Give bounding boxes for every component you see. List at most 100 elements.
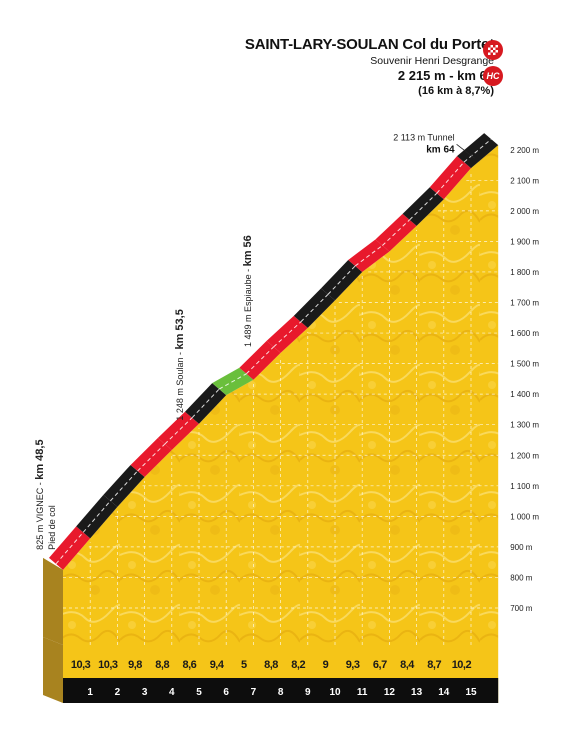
km-marker-label: 1 [87, 687, 93, 698]
y-tick-label: 1 000 m [510, 512, 539, 521]
annotation-sub: Pied de col [47, 505, 57, 550]
road-segment [239, 340, 281, 380]
km-marker-label: 2 [115, 687, 121, 698]
summit-title: SAINT-LARY-SOULAN Col du Portet [244, 36, 494, 53]
km-marker-label: 6 [223, 687, 229, 698]
segment-gradient-label: 10,3 [71, 659, 91, 671]
y-tick-label: 2 200 m [510, 146, 539, 155]
km-marker-label: 10 [329, 687, 341, 698]
annotation-label: 2 113 m Tunnel [393, 132, 454, 142]
annotation-km: km 53,5 [174, 309, 186, 349]
base-side-front [43, 670, 63, 695]
road-center-line [463, 138, 492, 163]
road-segment [266, 315, 308, 353]
segment-gradient-label: 9 [323, 659, 329, 671]
summit-souvenir: Souvenir Henri Desgrange [370, 55, 494, 67]
segment-gradient-label: 8,6 [183, 659, 197, 671]
y-tick-label: 700 m [510, 604, 533, 613]
y-tick-label: 1 800 m [510, 268, 539, 277]
segment-gradient-label: 8,2 [291, 659, 305, 671]
y-tick-label: 1 700 m [510, 299, 539, 308]
road-segment [402, 187, 444, 226]
y-tick-label: 1 300 m [510, 421, 539, 430]
y-tick-label: 2 100 m [510, 176, 539, 185]
km-marker-label: 14 [438, 687, 450, 698]
road-segment [103, 464, 145, 507]
km-marker-label: 3 [142, 687, 148, 698]
km-markers: 1 2 3 4 5 6 7 8 9 10 11 12 13 14 15 [87, 687, 477, 698]
km-marker-label: 8 [278, 687, 284, 698]
annotation-km: km 48,5 [34, 439, 46, 479]
annotation-text: 825 m VIGNEC - [35, 480, 45, 550]
summit-altitude: 2 215 m - km 65 [397, 68, 494, 83]
km-marker-label: 4 [169, 687, 175, 698]
road-line [49, 133, 499, 570]
annotation-km: km 56 [242, 235, 254, 266]
segment-gradient-label: 9,8 [128, 659, 142, 671]
gradient-labels: 10,3 10,3 9,8 8,8 8,6 9,4 5 8,8 8,2 9 9,3 6,7 8,4 8,7… [71, 659, 472, 671]
profile-base [43, 557, 499, 703]
segment-gradient-label: 8,8 [264, 659, 278, 671]
hors-categorie-icon: HC [483, 66, 503, 86]
segment-gradient-label: 6,7 [373, 659, 387, 671]
segment-gradient-label: 10,2 [452, 659, 472, 671]
base-front [63, 678, 499, 703]
segment-gradient-label: 8,4 [400, 659, 415, 671]
segment-gradient-label: 8,8 [155, 659, 169, 671]
y-tick-label: 800 m [510, 573, 533, 582]
annotation-label: 1 248 m Soulan - km 53,5 [174, 309, 186, 420]
y-tick-label: 1 100 m [510, 482, 539, 491]
grid-overlay [63, 149, 499, 645]
road-segment [321, 259, 363, 301]
y-tick-label: 2 000 m [510, 207, 539, 216]
annotation-leader [456, 144, 475, 159]
segment-gradient-label: 9,3 [346, 659, 360, 671]
road-segment [185, 383, 227, 424]
road-segment [293, 288, 335, 328]
km-marker-label: 15 [465, 687, 477, 698]
road-center-line [354, 245, 383, 267]
road-center-line [246, 346, 274, 375]
base-top-strip [63, 645, 499, 653]
y-tick-label: 1 200 m [510, 451, 539, 460]
annotation-label: 825 m VIGNEC - km 48,5 [34, 439, 46, 549]
km-marker-label: 7 [251, 687, 257, 698]
annotation-km: km 64 [426, 144, 455, 155]
y-tick-label: 1 500 m [510, 360, 539, 369]
y-tick-label: 1 900 m [510, 237, 539, 246]
annotation-text: 1 248 m Soulan - [175, 350, 185, 421]
summit-gradient: (16 km à 8,7%) [418, 85, 494, 97]
road-center-line [137, 443, 166, 472]
annotation-label: 1 489 m Espiaube - km 56 [242, 235, 254, 347]
segment-gradient-label: 8,7 [427, 659, 441, 671]
profile-area [63, 145, 499, 646]
road-center-line [218, 373, 247, 390]
road-center-line [409, 192, 438, 221]
y-tick-label: 1 400 m [510, 390, 539, 399]
road-center-line [164, 417, 193, 445]
annotation-text: 1 489 m Espiaube - [243, 266, 253, 347]
segment-gradient-label: 9,4 [210, 659, 225, 671]
y-axis: 700 m 800 m 900 m 1 000 m 1 100 m 1 200 m 1 30… [510, 146, 539, 613]
y-tick-label: 900 m [510, 543, 533, 552]
road-segment [130, 438, 172, 477]
road-segment [157, 411, 199, 451]
checkered-flag-icon [483, 40, 503, 60]
base-side-upper [43, 557, 63, 645]
road-center-line [382, 219, 410, 246]
km-marker-label: 11 [357, 687, 368, 698]
km-marker-label: 13 [411, 687, 423, 698]
road-segment [76, 494, 118, 539]
road-center-line [273, 321, 302, 348]
road-segment [375, 213, 417, 252]
segment-gradient-label: 10,3 [98, 659, 118, 671]
road-segment [429, 156, 471, 200]
km-marker-label: 12 [384, 687, 396, 698]
y-tick-label: 1 600 m [510, 329, 539, 338]
segment-gradient-label: 5 [241, 659, 247, 671]
km-marker-label: 9 [305, 687, 311, 698]
km-marker-label: 5 [196, 687, 202, 698]
road-segment [49, 526, 91, 570]
